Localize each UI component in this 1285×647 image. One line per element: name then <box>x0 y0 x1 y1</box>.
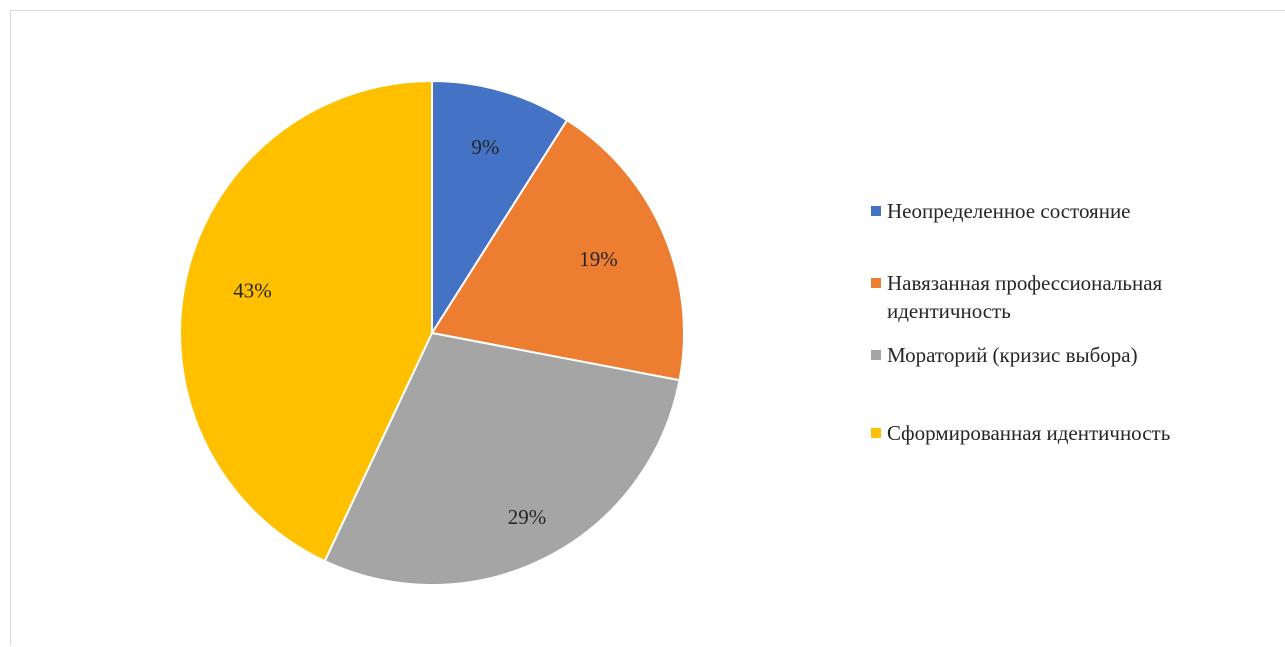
pie-slice-formed-identity <box>179 79 433 563</box>
pie-data-labels: 9% 19% 29% 43% <box>233 135 618 529</box>
legend-item-undetermined: Неопределенное состояние <box>871 197 1277 225</box>
chart-area: 9% 19% 29% 43% Неопределенное состояние Нав… <box>10 10 1285 646</box>
pie-slice-undetermined <box>431 79 569 337</box>
legend-item-formed-identity: Сформированная идентичность <box>871 419 1277 447</box>
legend-swatch-undetermined <box>871 206 881 216</box>
legend-item-imposed-identity: Навязанная профессиональная идентичность <box>871 269 1277 325</box>
pie-slices <box>179 79 685 586</box>
data-label-formed-identity: 43% <box>233 279 272 303</box>
data-label-moratorium: 29% <box>508 505 547 529</box>
legend-label-formed-identity: Сформированная идентичность <box>887 421 1171 445</box>
pie-slice-moratorium <box>323 331 681 586</box>
legend-label-imposed-identity: Навязанная профессиональная идентичность <box>887 271 1163 323</box>
legend-label-undetermined: Неопределенное состояние <box>887 199 1131 223</box>
legend-swatch-imposed-identity <box>871 278 881 288</box>
pie-chart: 9% 19% 29% 43% <box>179 79 685 586</box>
pie-slice-imposed-identity <box>430 118 685 382</box>
legend-label-moratorium: Мораторий (кризис выбора) <box>887 343 1138 367</box>
legend-item-moratorium: Мораторий (кризис выбора) <box>871 341 1277 369</box>
data-label-undetermined: 9% <box>471 135 499 159</box>
legend-swatch-formed-identity <box>871 428 881 438</box>
data-label-imposed-identity: 19% <box>579 247 618 271</box>
legend-swatch-moratorium <box>871 350 881 360</box>
